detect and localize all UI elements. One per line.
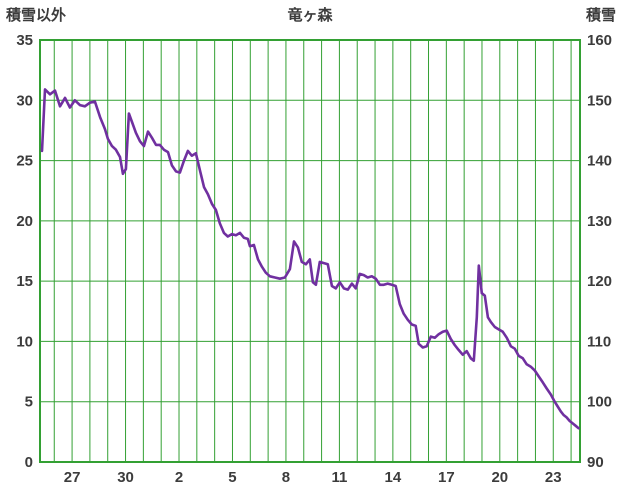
left-axis-tick-label: 15 [16, 273, 33, 290]
right-axis-tick-label: 120 [587, 273, 612, 290]
right-axis-tick-label: 140 [587, 153, 612, 170]
left-axis-tick-label: 30 [16, 92, 33, 109]
left-axis-tick-label: 10 [16, 333, 33, 350]
x-axis-tick-label: 20 [491, 469, 508, 486]
left-axis-title: 積雪以外 [6, 7, 67, 24]
left-axis-tick-label: 5 [25, 394, 33, 411]
right-axis-tick-label: 130 [587, 213, 612, 230]
left-axis-tick-label: 0 [25, 454, 33, 471]
left-axis-tick-label: 25 [16, 153, 33, 170]
x-axis-tick-label: 14 [385, 469, 402, 486]
right-axis-tick-label: 150 [587, 92, 612, 109]
x-axis-tick-label: 27 [64, 469, 81, 486]
x-axis-tick-label: 17 [438, 469, 455, 486]
left-axis-tick-label: 20 [16, 213, 33, 230]
right-axis-tick-label: 90 [587, 454, 604, 471]
right-axis-title: 積雪 [586, 7, 617, 24]
right-axis-tick-label: 100 [587, 394, 612, 411]
chart-title: 竜ヶ森 [287, 7, 333, 24]
x-axis-tick-label: 30 [117, 469, 134, 486]
x-axis-tick-label: 23 [545, 469, 562, 486]
right-axis-tick-label: 110 [587, 333, 611, 350]
x-axis-tick-label: 8 [282, 469, 290, 486]
left-axis-tick-label: 35 [16, 32, 33, 49]
right-axis-tick-label: 160 [587, 32, 612, 49]
x-axis-tick-label: 2 [175, 469, 183, 486]
x-axis-tick-label: 11 [331, 469, 347, 486]
x-axis-tick-label: 5 [228, 469, 236, 486]
